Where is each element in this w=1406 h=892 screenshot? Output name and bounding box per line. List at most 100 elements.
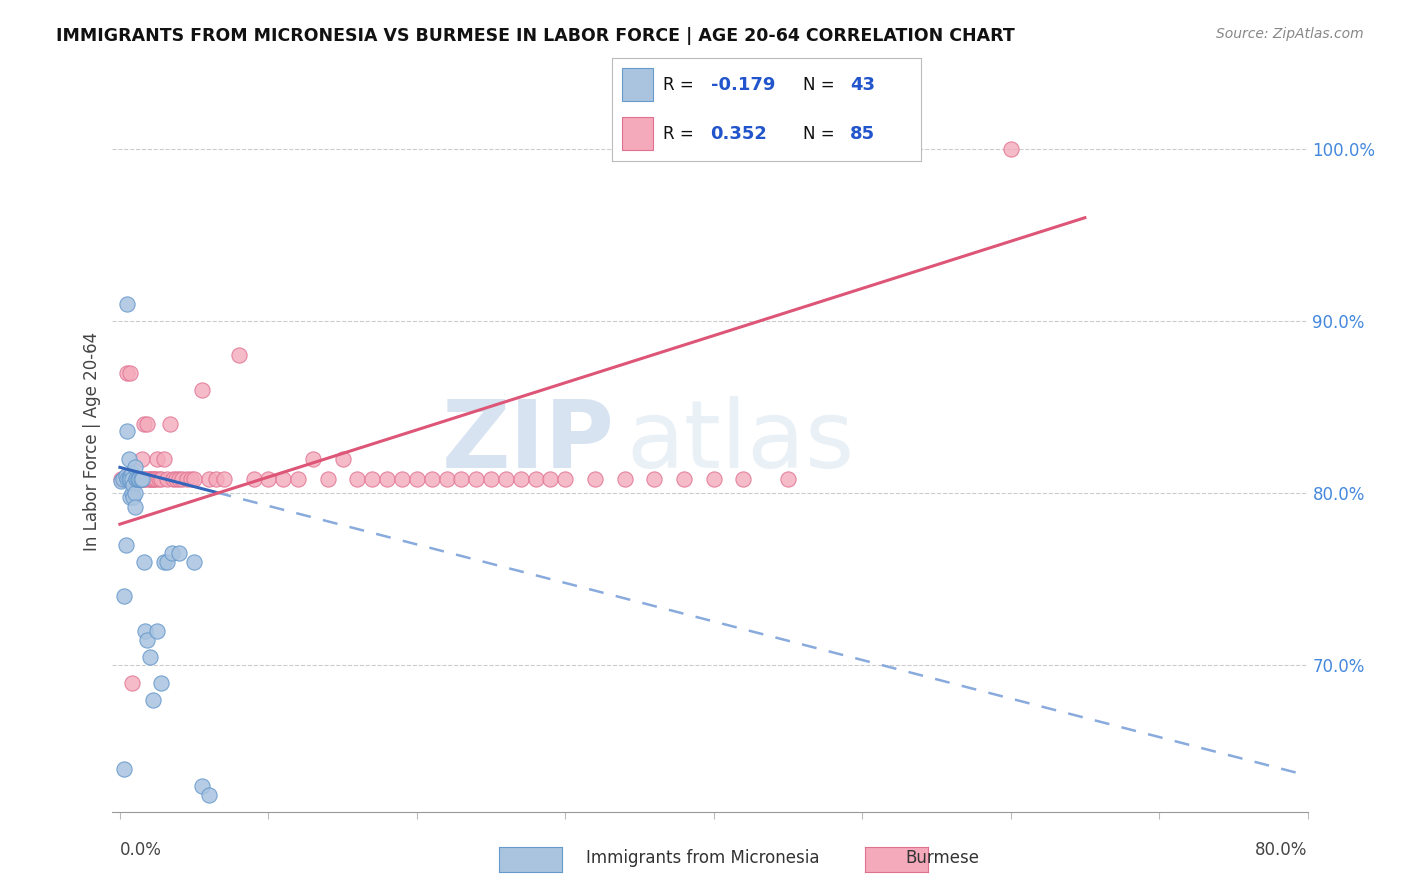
Point: [169, 472, 191, 486]
Point: [776, 472, 799, 486]
Point: [183, 472, 205, 486]
Point: [1000, 142, 1022, 156]
Text: 80.0%: 80.0%: [1256, 841, 1308, 859]
Point: [125, 472, 148, 486]
Point: [287, 472, 309, 486]
Point: [205, 472, 228, 486]
Point: [118, 472, 141, 486]
Point: [124, 486, 146, 500]
Point: [405, 472, 427, 486]
Point: [120, 472, 142, 486]
Point: [121, 472, 143, 486]
Text: 43: 43: [849, 76, 875, 94]
Point: [495, 472, 517, 486]
Point: [111, 472, 134, 486]
Point: [125, 472, 148, 486]
Point: [131, 451, 153, 466]
Point: [538, 472, 561, 486]
Point: [150, 472, 173, 486]
Point: [198, 788, 221, 802]
Text: ZIP: ZIP: [441, 395, 614, 488]
Point: [117, 366, 139, 380]
Bar: [623, 69, 654, 101]
Point: [613, 472, 636, 486]
Point: [583, 472, 606, 486]
Point: [117, 472, 139, 486]
Text: N =: N =: [803, 76, 841, 94]
Point: [121, 466, 143, 480]
Point: [115, 469, 138, 483]
Point: [134, 624, 156, 638]
Point: [479, 472, 502, 486]
Point: [124, 472, 146, 486]
Text: R =: R =: [662, 125, 699, 143]
Point: [465, 472, 488, 486]
Point: [125, 472, 148, 486]
Point: [122, 472, 145, 486]
Point: [127, 472, 149, 486]
Point: [111, 472, 134, 486]
Point: [121, 472, 143, 486]
Point: [121, 472, 143, 486]
Point: [121, 675, 143, 690]
Point: [112, 590, 135, 604]
Point: [316, 472, 339, 486]
Point: [302, 451, 325, 466]
Point: [132, 555, 155, 569]
Point: [117, 424, 139, 438]
Point: [135, 417, 157, 432]
Point: [160, 546, 183, 560]
Point: [169, 546, 191, 560]
Point: [122, 490, 145, 504]
Point: [118, 472, 141, 486]
Point: [212, 472, 235, 486]
Point: [346, 472, 368, 486]
Bar: [623, 118, 654, 150]
Point: [643, 472, 665, 486]
Text: Immigrants from Micronesia: Immigrants from Micronesia: [586, 849, 820, 867]
Point: [228, 348, 250, 362]
Point: [436, 472, 458, 486]
Point: [131, 472, 153, 486]
Point: [172, 472, 194, 486]
Point: [120, 490, 142, 504]
Point: [142, 472, 165, 486]
Point: [524, 472, 547, 486]
Point: [146, 624, 169, 638]
Point: [127, 472, 149, 486]
Point: [183, 555, 205, 569]
Point: [375, 472, 398, 486]
Point: [242, 472, 264, 486]
Point: [124, 460, 146, 475]
Point: [673, 472, 696, 486]
Point: [156, 555, 179, 569]
Point: [139, 472, 162, 486]
Point: [129, 472, 152, 486]
Point: [145, 472, 167, 486]
Point: [509, 472, 531, 486]
Point: [159, 417, 181, 432]
Point: [136, 472, 159, 486]
Point: [127, 472, 149, 486]
Point: [132, 472, 155, 486]
Point: [153, 555, 176, 569]
Point: [112, 472, 135, 486]
Point: [148, 472, 170, 486]
Point: [257, 472, 280, 486]
Point: [134, 472, 156, 486]
Point: [129, 472, 152, 486]
Text: N =: N =: [803, 125, 841, 143]
Text: Burmese: Burmese: [905, 849, 979, 867]
Point: [153, 451, 176, 466]
Point: [156, 472, 179, 486]
Point: [391, 472, 413, 486]
Point: [143, 472, 166, 486]
Text: R =: R =: [662, 76, 699, 94]
Point: [127, 472, 149, 486]
Point: [124, 472, 146, 486]
Point: [165, 472, 187, 486]
Point: [120, 469, 142, 483]
Point: [450, 472, 472, 486]
Point: [117, 469, 139, 483]
Point: [142, 693, 165, 707]
